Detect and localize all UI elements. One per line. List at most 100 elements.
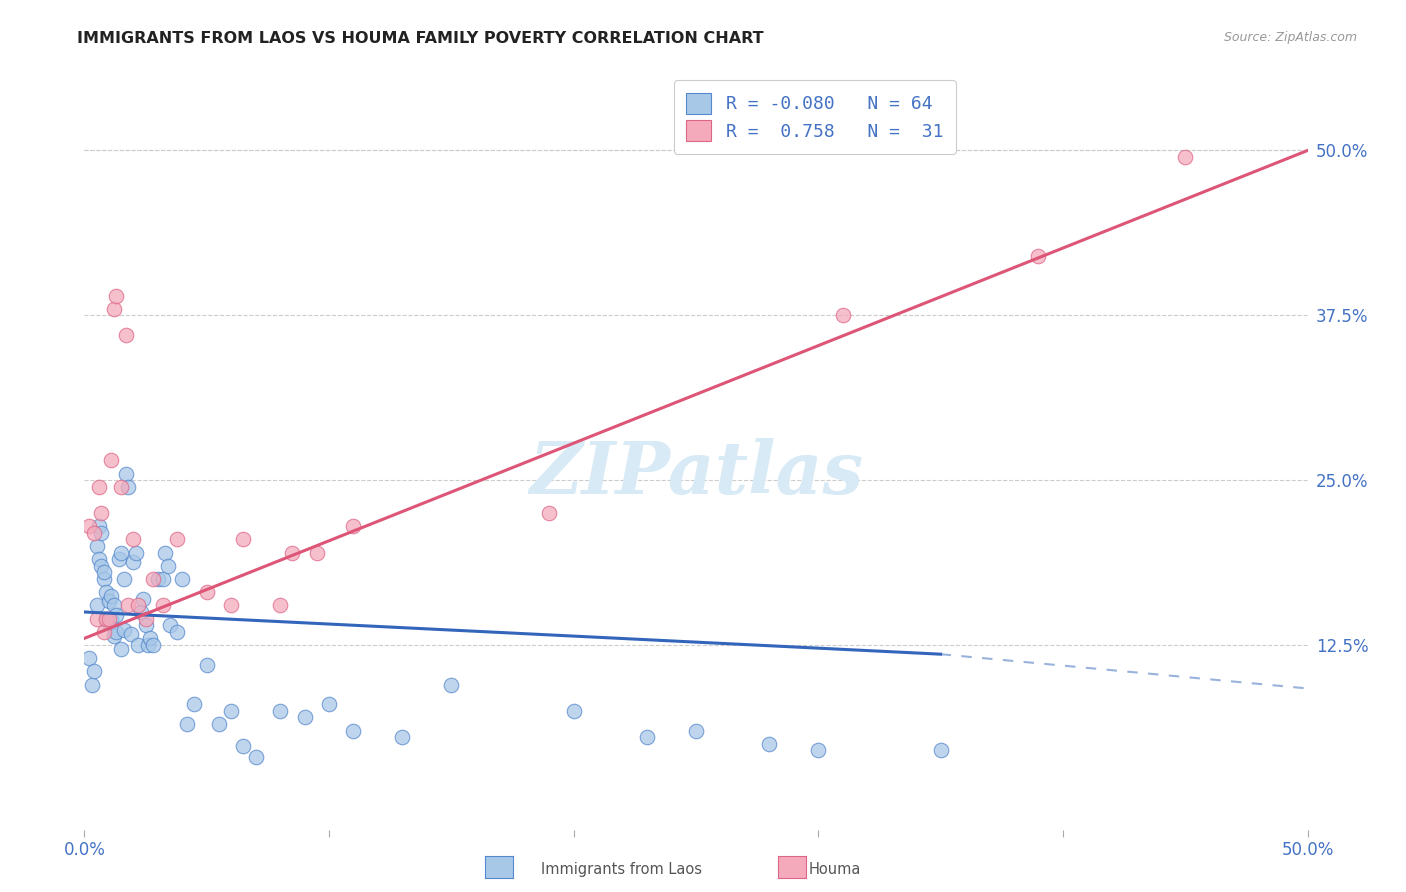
Point — [87, 480, 110, 494]
Text: IMMIGRANTS FROM LAOS VS HOUMA FAMILY POVERTY CORRELATION CHART: IMMIGRANTS FROM LAOS VS HOUMA FAMILY POV… — [77, 31, 763, 46]
Point — [117, 599, 139, 613]
Point — [127, 599, 149, 613]
Point — [96, 585, 118, 599]
Point — [305, 546, 328, 560]
Point — [93, 572, 115, 586]
Point — [136, 638, 159, 652]
Point — [105, 624, 128, 639]
Point — [139, 632, 162, 646]
Point — [195, 657, 218, 672]
Point — [83, 525, 105, 540]
Point — [87, 552, 110, 566]
Point — [153, 546, 176, 560]
Point — [294, 710, 316, 724]
Point — [232, 533, 254, 547]
Point — [135, 618, 157, 632]
Point — [538, 506, 561, 520]
Point — [90, 558, 112, 573]
Point — [208, 717, 231, 731]
Point — [120, 627, 142, 641]
Point — [146, 572, 169, 586]
Point — [97, 594, 120, 608]
Point — [80, 677, 103, 691]
Point — [807, 743, 830, 757]
Point — [135, 611, 157, 625]
Point — [96, 611, 118, 625]
Point — [132, 591, 155, 606]
Point — [86, 599, 108, 613]
Point — [142, 638, 165, 652]
Point — [107, 552, 129, 566]
Point — [127, 638, 149, 652]
Point — [117, 480, 139, 494]
Point — [636, 731, 658, 745]
Point — [172, 572, 194, 586]
Point — [152, 572, 174, 586]
Point — [125, 546, 148, 560]
Point — [77, 519, 100, 533]
Point — [100, 611, 122, 625]
Point — [115, 467, 138, 481]
Point — [1174, 150, 1197, 164]
Point — [219, 599, 242, 613]
Point — [105, 288, 128, 302]
Point — [281, 546, 304, 560]
Point — [110, 641, 132, 656]
Point — [156, 558, 179, 573]
Point — [318, 698, 340, 712]
Point — [100, 453, 122, 467]
Point — [97, 611, 120, 625]
Point — [269, 599, 291, 613]
Point — [90, 506, 112, 520]
Point — [183, 698, 205, 712]
Point — [685, 723, 707, 738]
Point — [96, 611, 118, 625]
Point — [342, 723, 364, 738]
Point — [562, 704, 585, 718]
Point — [758, 737, 780, 751]
Point — [269, 704, 291, 718]
Point — [831, 308, 853, 322]
Point — [391, 731, 413, 745]
Point — [122, 533, 145, 547]
Point — [166, 624, 188, 639]
Point — [83, 665, 105, 679]
Point — [100, 589, 122, 603]
Point — [232, 739, 254, 754]
Point — [129, 605, 152, 619]
Point — [105, 607, 128, 622]
Point — [245, 750, 267, 764]
Y-axis label: Family Poverty: Family Poverty — [0, 400, 7, 501]
Point — [112, 572, 135, 586]
Point — [195, 585, 218, 599]
Point — [1028, 249, 1050, 263]
Point — [93, 624, 115, 639]
Point — [219, 704, 242, 718]
Point — [77, 651, 100, 665]
Point — [103, 301, 125, 316]
Legend: R = -0.080   N = 64, R =  0.758   N =  31: R = -0.080 N = 64, R = 0.758 N = 31 — [673, 80, 956, 153]
Text: ZIPatlas: ZIPatlas — [529, 438, 863, 508]
Text: Houma: Houma — [808, 863, 860, 877]
Point — [159, 618, 181, 632]
Point — [110, 480, 132, 494]
Point — [929, 743, 952, 757]
Point — [166, 533, 188, 547]
Point — [90, 525, 112, 540]
Point — [115, 328, 138, 343]
Point — [152, 599, 174, 613]
Point — [97, 615, 120, 630]
Point — [86, 611, 108, 625]
Text: Immigrants from Laos: Immigrants from Laos — [541, 863, 703, 877]
Point — [122, 555, 145, 569]
Point — [93, 566, 115, 580]
Point — [110, 546, 132, 560]
Point — [103, 599, 125, 613]
Point — [103, 629, 125, 643]
Point — [112, 624, 135, 638]
Text: Source: ZipAtlas.com: Source: ZipAtlas.com — [1223, 31, 1357, 45]
Point — [86, 539, 108, 553]
Point — [176, 717, 198, 731]
Point — [440, 677, 463, 691]
Point — [342, 519, 364, 533]
